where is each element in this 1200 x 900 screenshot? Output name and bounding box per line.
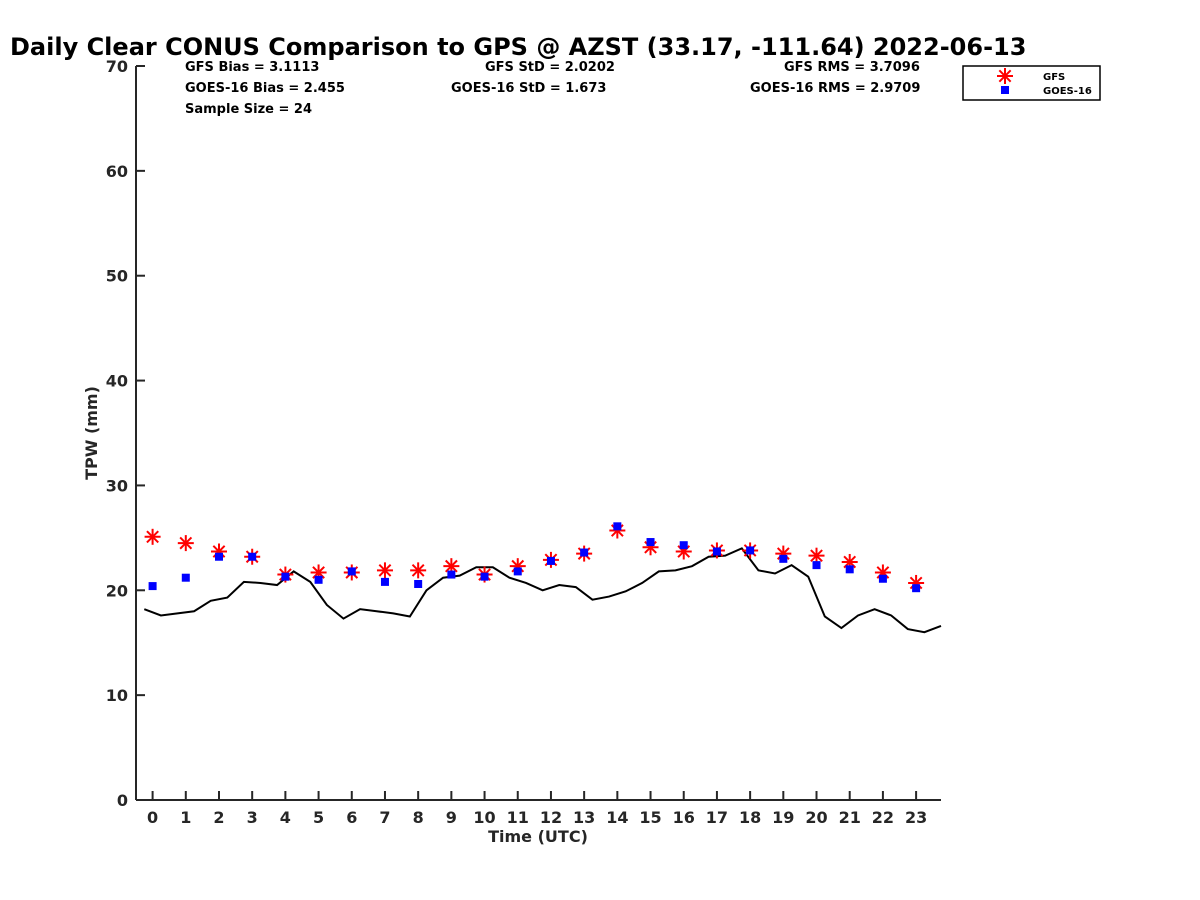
- legend-gfs-asterisk: [997, 68, 1013, 84]
- y-tick-label: 10: [106, 686, 128, 705]
- goes-point: [181, 573, 190, 582]
- x-tick-label: 5: [313, 808, 324, 827]
- y-tick-label: 50: [106, 267, 128, 286]
- goes-point: [148, 582, 157, 591]
- legend: GFS GOES-16: [962, 65, 1101, 101]
- y-tick-label: 20: [106, 581, 128, 600]
- goes-point: [248, 552, 257, 561]
- x-tick-label: 1: [180, 808, 191, 827]
- x-tick-label: 0: [147, 808, 158, 827]
- x-tick-label: 21: [839, 808, 861, 827]
- goes-std-stat: GOES-16 StD = 1.673: [451, 81, 606, 96]
- gfs-point: [410, 562, 427, 579]
- goes-point: [912, 584, 921, 593]
- gfs-point: [376, 562, 393, 579]
- x-tick-label: 2: [213, 808, 224, 827]
- x-axis-label: Time (UTC): [488, 827, 588, 846]
- goes-point: [214, 552, 223, 561]
- gfs-point: [808, 547, 825, 564]
- x-tick-label: 3: [247, 808, 258, 827]
- y-tick-label: 70: [106, 57, 128, 76]
- goes-point: [480, 572, 489, 581]
- y-tick-label: 40: [106, 372, 128, 391]
- goes-point: [414, 579, 423, 588]
- x-tick-label: 20: [805, 808, 827, 827]
- x-tick-label: 7: [379, 808, 390, 827]
- goes-point: [281, 572, 290, 581]
- gps-series-line: [143, 547, 942, 634]
- x-tick-label: 9: [446, 808, 457, 827]
- goes-point: [347, 567, 356, 576]
- goes-point: [447, 570, 456, 579]
- x-tick-label: 15: [639, 808, 661, 827]
- x-tick-label: 22: [872, 808, 894, 827]
- x-tick-label: 11: [507, 808, 529, 827]
- legend-gfs-asterisk-icon: [997, 68, 1013, 84]
- goes-point: [746, 546, 755, 555]
- goes-point: [513, 567, 522, 576]
- goes-point: [679, 541, 688, 550]
- x-tick-label: 10: [473, 808, 495, 827]
- legend-box: [962, 65, 1101, 101]
- goes-rms-stat: GOES-16 RMS = 2.9709: [750, 81, 920, 96]
- goes-point: [580, 548, 589, 557]
- goes-point: [314, 575, 323, 584]
- gfs-std-stat: GFS StD = 2.0202: [485, 60, 615, 75]
- goes-point: [546, 556, 555, 565]
- gfs-bias-stat: GFS Bias = 3.1113: [185, 60, 319, 75]
- legend-gfs-label: GFS: [1043, 72, 1065, 83]
- legend-goes-label: GOES-16: [1043, 86, 1092, 97]
- y-tick-label: 60: [106, 162, 128, 181]
- x-tick-label: 4: [280, 808, 291, 827]
- x-tick-label: 6: [346, 808, 357, 827]
- gfs-point: [177, 535, 194, 552]
- chart-title: Daily Clear CONUS Comparison to GPS @ AZ…: [10, 33, 1026, 61]
- x-tick-label: 12: [540, 808, 562, 827]
- goes-point: [380, 577, 389, 586]
- x-tick-label: 17: [706, 808, 728, 827]
- gfs-rms-stat: GFS RMS = 3.7096: [784, 60, 920, 75]
- goes-point: [646, 538, 655, 547]
- goes-point: [712, 547, 721, 556]
- x-tick-label: 16: [673, 808, 695, 827]
- x-tick-label: 23: [905, 808, 927, 827]
- goes-point: [779, 554, 788, 563]
- goes-point: [878, 574, 887, 583]
- y-axis-label: TPW (mm): [82, 386, 101, 480]
- x-tick-label: 13: [573, 808, 595, 827]
- gfs-point: [144, 528, 161, 545]
- x-tick-label: 19: [772, 808, 794, 827]
- sample-size-stat: Sample Size = 24: [185, 102, 312, 117]
- y-tick-label: 30: [106, 476, 128, 495]
- y-tick-label: 0: [117, 791, 128, 810]
- x-tick-label: 18: [739, 808, 761, 827]
- statistics-block: GFS Bias = 3.1113 GOES-16 Bias = 2.455 S…: [185, 60, 920, 117]
- x-tick-label: 14: [606, 808, 628, 827]
- goes-point: [613, 522, 622, 531]
- x-tick-label: 8: [413, 808, 424, 827]
- goes-point: [845, 565, 854, 574]
- goes-bias-stat: GOES-16 Bias = 2.455: [185, 81, 345, 96]
- legend-goes-square-icon: [1001, 86, 1009, 94]
- goes-point: [812, 561, 821, 570]
